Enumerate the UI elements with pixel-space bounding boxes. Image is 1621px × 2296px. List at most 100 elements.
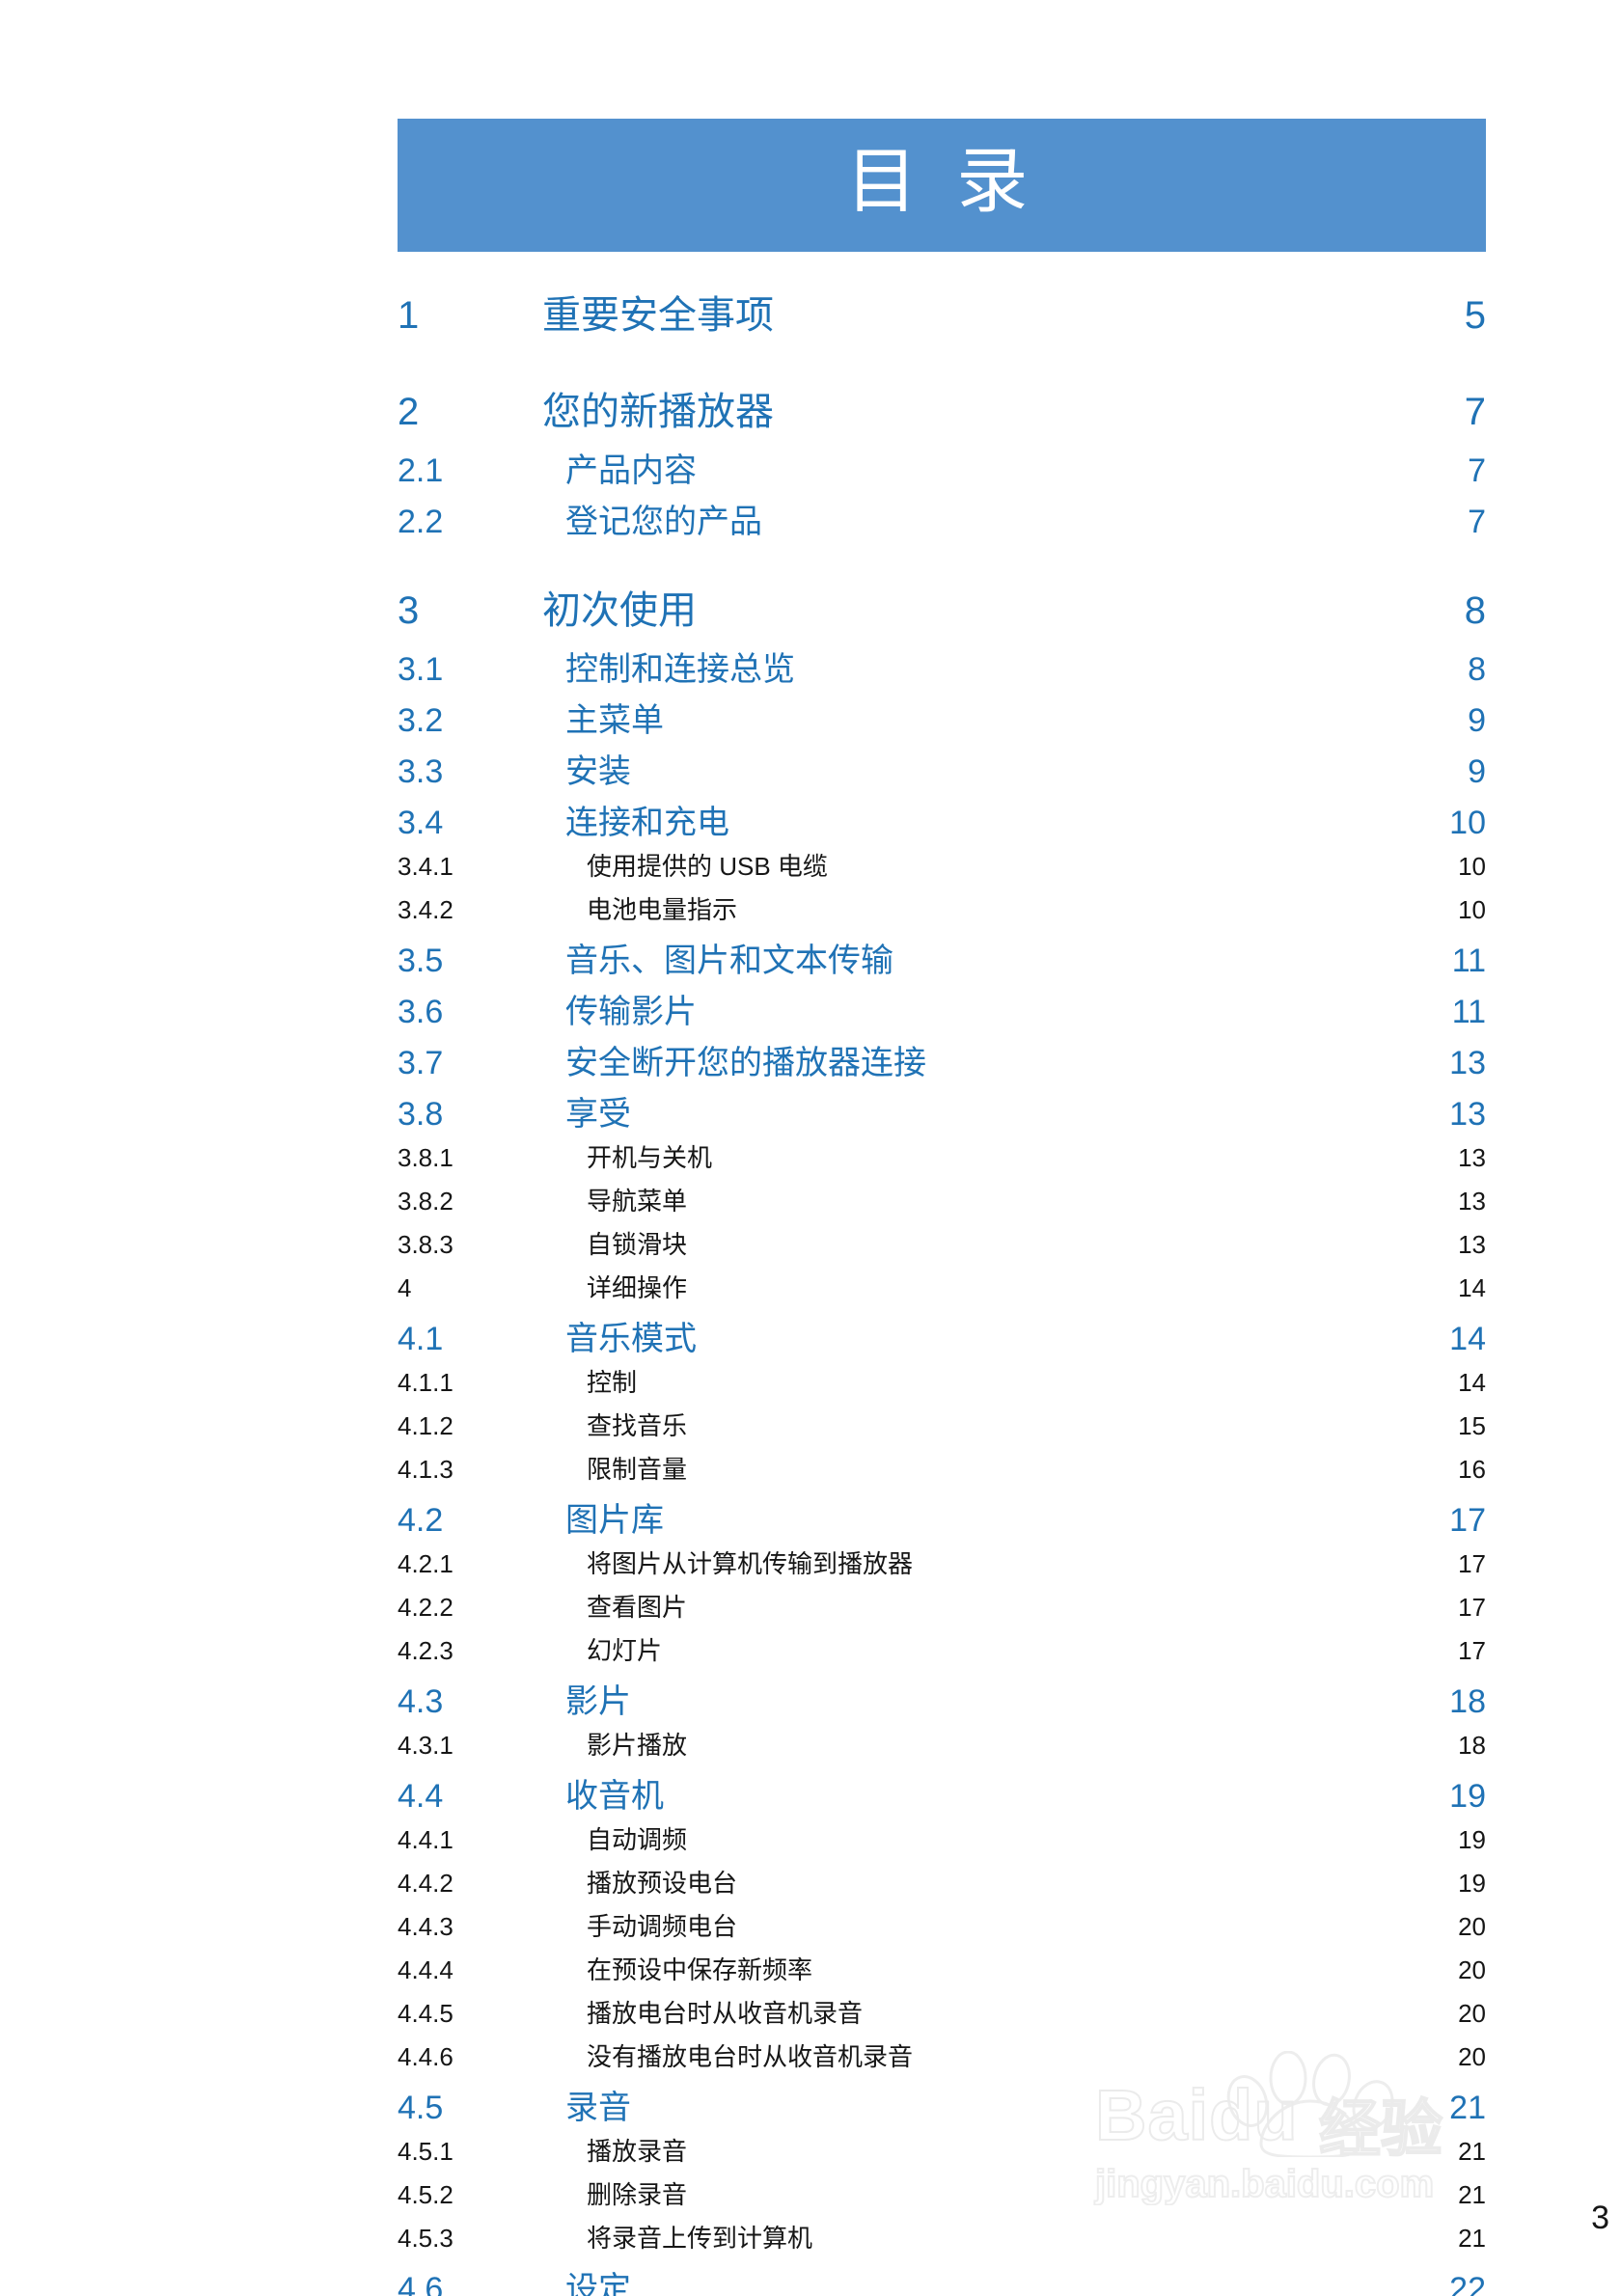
toc-entry-title: 查看图片	[587, 1593, 688, 1622]
toc-entry-title: 登记您的产品	[565, 504, 762, 540]
toc-entry-page: 20	[1458, 1955, 1486, 1984]
toc-entry-title: 影片播放	[587, 1731, 688, 1760]
toc-entry[interactable]: 4.4.6 没有播放电台时从收音机录音 20	[398, 2037, 1486, 2081]
toc-entry-title: 播放录音	[587, 2137, 688, 2166]
toc-entry[interactable]: 4.6 设定 22	[398, 2262, 1486, 2296]
toc-entry[interactable]: 4.4.3 手动调频电台 20	[398, 1907, 1486, 1951]
toc-entry-page: 15	[1458, 1411, 1486, 1440]
toc-entry[interactable]: 3.2 主菜单 9	[398, 694, 1486, 745]
toc-entry[interactable]: 2.1 产品内容 7	[398, 444, 1486, 495]
toc-entry[interactable]: 3.4 连接和充电 10	[398, 796, 1486, 847]
toc-entry-number: 4.6	[398, 2271, 444, 2296]
toc-entry-title: 电池电量指示	[587, 895, 738, 924]
toc-entry[interactable]: 4.5.3 将录音上传到计算机 21	[398, 2219, 1486, 2262]
toc-entry-page: 7	[1468, 452, 1486, 489]
toc-entry-page: 21	[1458, 2137, 1486, 2166]
toc-entry[interactable]: 3.7 安全断开您的播放器连接 13	[398, 1036, 1486, 1087]
toc-entry-number: 4.5.1	[398, 2137, 453, 2166]
toc-entry-number: 3.4.2	[398, 895, 453, 924]
toc-entry[interactable]: 3.6 传输影片 11	[398, 985, 1486, 1036]
toc-entry-title: 产品内容	[565, 452, 697, 489]
toc-entry-page: 13	[1458, 1143, 1486, 1172]
toc-entry-number: 3.5	[398, 943, 444, 979]
toc-entry-number: 4.4	[398, 1778, 444, 1815]
toc-entry-number: 3.8.2	[398, 1187, 453, 1216]
toc-entry[interactable]: 3.4.1 使用提供的 USB 电缆 10	[398, 847, 1486, 890]
toc-entry[interactable]: 4.4.4 在预设中保存新频率 20	[398, 1951, 1486, 1994]
toc-entry-page: 22	[1449, 2271, 1486, 2296]
toc-entry[interactable]: 4.1.1 控制 14	[398, 1363, 1486, 1407]
toc-entry[interactable]: 4.2.1 将图片从计算机传输到播放器 17	[398, 1544, 1486, 1588]
toc-entry-page: 20	[1458, 2042, 1486, 2071]
toc-entry-page: 9	[1468, 702, 1486, 739]
toc-entry-page: 21	[1458, 2180, 1486, 2209]
toc-entry[interactable]: 4.4.5 播放电台时从收音机录音 20	[398, 1994, 1486, 2037]
toc-entry[interactable]: 4.4 收音机 19	[398, 1769, 1486, 1820]
toc-entry-title: 安装	[565, 753, 631, 790]
toc-entry-number: 3.4.1	[398, 852, 453, 881]
toc-entry-number: 4.3.1	[398, 1731, 453, 1760]
toc-entry[interactable]: 4.2.3 幻灯片 17	[398, 1631, 1486, 1675]
toc-entry-number: 3.2	[398, 702, 444, 739]
toc-entry-number: 4	[398, 1273, 412, 1302]
toc-entry-page: 20	[1458, 1999, 1486, 2028]
toc-entry[interactable]: 3 初次使用 8	[398, 579, 1486, 642]
toc-entry[interactable]: 3.8 享受 13	[398, 1087, 1486, 1138]
toc-entry-number: 4.2	[398, 1502, 444, 1539]
toc-entry[interactable]: 1 重要安全事项 5	[398, 284, 1486, 347]
toc-entry[interactable]: 4.1.3 限制音量 16	[398, 1450, 1486, 1493]
toc-entry[interactable]: 4.4.1 自动调频 19	[398, 1820, 1486, 1864]
toc-entry-number: 4.4.1	[398, 1825, 453, 1854]
toc-entry-title: 设定	[565, 2271, 631, 2296]
toc-entry-title: 删除录音	[587, 2180, 688, 2209]
toc-entry[interactable]: 3.8.2 导航菜单 13	[398, 1182, 1486, 1225]
toc-entry-page: 19	[1449, 1778, 1486, 1815]
toc-entry-number: 4.5.3	[398, 2224, 453, 2253]
page-title: 目 录	[845, 141, 1038, 221]
toc-entry[interactable]: 4.5.1 播放录音 21	[398, 2132, 1486, 2175]
toc-entry[interactable]: 4.3 影片 18	[398, 1675, 1486, 1726]
toc-entry-page: 13	[1449, 1096, 1486, 1133]
toc-entry[interactable]: 4 详细操作 14	[398, 1269, 1486, 1312]
table-of-contents: 1 重要安全事项 5 2 您的新播放器 7 2.1 产品内容 7 2.2 登记您的产品 7 3 初次使用 8…	[398, 262, 1486, 2296]
toc-entry-number: 4.4.3	[398, 1912, 453, 1941]
toc-entry[interactable]: 2.2 登记您的产品 7	[398, 495, 1486, 546]
toc-entry-title: 将录音上传到计算机	[587, 2224, 813, 2253]
toc-entry-title: 影片	[565, 1683, 631, 1720]
toc-entry-page: 17	[1449, 1502, 1486, 1539]
toc-entry[interactable]: 3.8.1 开机与关机 13	[398, 1138, 1486, 1182]
toc-entry[interactable]: 3.5 音乐、图片和文本传输 11	[398, 934, 1486, 985]
toc-entry[interactable]: 3.3 安装 9	[398, 745, 1486, 796]
toc-entry[interactable]: 4.5.2 删除录音 21	[398, 2175, 1486, 2219]
toc-entry-number: 4.4.5	[398, 1999, 453, 2028]
toc-entry-page: 13	[1458, 1230, 1486, 1259]
toc-entry-page: 17	[1458, 1549, 1486, 1578]
toc-entry-title: 在预设中保存新频率	[587, 1955, 813, 1984]
toc-entry-page: 13	[1449, 1045, 1486, 1081]
toc-entry-page: 14	[1458, 1273, 1486, 1302]
toc-entry[interactable]: 3.8.3 自锁滑块 13	[398, 1225, 1486, 1269]
toc-entry[interactable]: 4.1 音乐模式 14	[398, 1312, 1486, 1363]
toc-entry-title: 将图片从计算机传输到播放器	[587, 1549, 914, 1578]
toc-entry-number: 1	[398, 294, 420, 337]
toc-entry[interactable]: 4.2 图片库 17	[398, 1493, 1486, 1544]
toc-entry-title: 使用提供的 USB 电缆	[587, 852, 828, 881]
toc-entry[interactable]: 4.3.1 影片播放 18	[398, 1726, 1486, 1769]
toc-entry[interactable]: 3.1 控制和连接总览 8	[398, 642, 1486, 694]
toc-entry-number: 2	[398, 391, 420, 433]
toc-entry-title: 控制	[587, 1368, 638, 1397]
toc-entry-number: 4.4.2	[398, 1869, 453, 1898]
toc-entry-number: 4.4.4	[398, 1955, 453, 1984]
toc-entry[interactable]: 2 您的新播放器 7	[398, 380, 1486, 444]
toc-entry-number: 3.1	[398, 651, 444, 688]
toc-entry-title: 查找音乐	[587, 1411, 688, 1440]
toc-entry-title: 安全断开您的播放器连接	[565, 1045, 926, 1081]
toc-entry[interactable]: 4.5 录音 21	[398, 2081, 1486, 2132]
toc-entry-number: 4.2.3	[398, 1636, 453, 1665]
toc-entry-title: 手动调频电台	[587, 1912, 738, 1941]
toc-entry[interactable]: 3.4.2 电池电量指示 10	[398, 890, 1486, 934]
toc-entry[interactable]: 4.4.2 播放预设电台 19	[398, 1864, 1486, 1907]
toc-entry[interactable]: 4.2.2 查看图片 17	[398, 1588, 1486, 1631]
toc-entry[interactable]: 4.1.2 查找音乐 15	[398, 1407, 1486, 1450]
